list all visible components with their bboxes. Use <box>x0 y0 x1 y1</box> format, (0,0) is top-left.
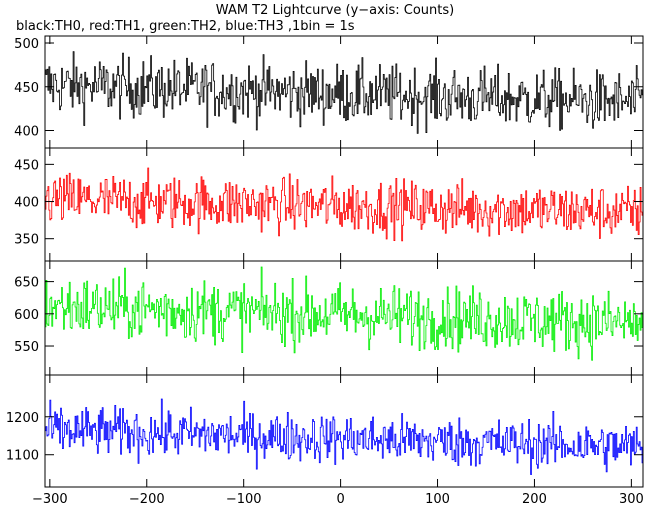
y-tick-label: 350 <box>14 233 39 248</box>
x-tick-label: −100 <box>226 492 262 505</box>
y-tick-label: 600 <box>14 308 39 323</box>
chart-subtitle: black:TH0, red:TH1, green:TH2, blue:TH3 … <box>16 19 355 34</box>
y-tick-label: 650 <box>14 276 39 291</box>
series-line-th0 <box>45 51 643 134</box>
y-tick-label: 550 <box>14 340 39 355</box>
y-tick-label: 400 <box>14 125 39 140</box>
x-tick-label: 0 <box>336 492 344 505</box>
panel-frame <box>44 260 644 376</box>
x-tick-label: 100 <box>425 492 450 505</box>
y-tick-label: 500 <box>14 37 39 52</box>
y-tick-label: 450 <box>14 158 39 173</box>
x-tick-label: −200 <box>129 492 165 505</box>
series-line-th3 <box>45 398 643 475</box>
x-tick-label: 300 <box>619 492 644 505</box>
panel-frame <box>44 147 644 262</box>
y-tick-label: 1100 <box>6 449 39 464</box>
y-tick-label: 450 <box>14 81 39 96</box>
series-line-th1 <box>45 167 643 242</box>
y-tick-label: 400 <box>14 196 39 211</box>
x-tick-label: 200 <box>522 492 547 505</box>
chart-title: WAM T2 Lightcurve (y−axis: Counts) <box>216 3 454 18</box>
x-tick-label: −300 <box>32 492 68 505</box>
y-tick-label: 1200 <box>6 411 39 426</box>
series-line-th2 <box>45 266 643 361</box>
panels-group: 400 450 500 350 400 450 550 600 650 1100 1200 −300 −… <box>6 35 644 507</box>
panel-frame <box>44 374 644 488</box>
panel-frame <box>44 35 644 149</box>
